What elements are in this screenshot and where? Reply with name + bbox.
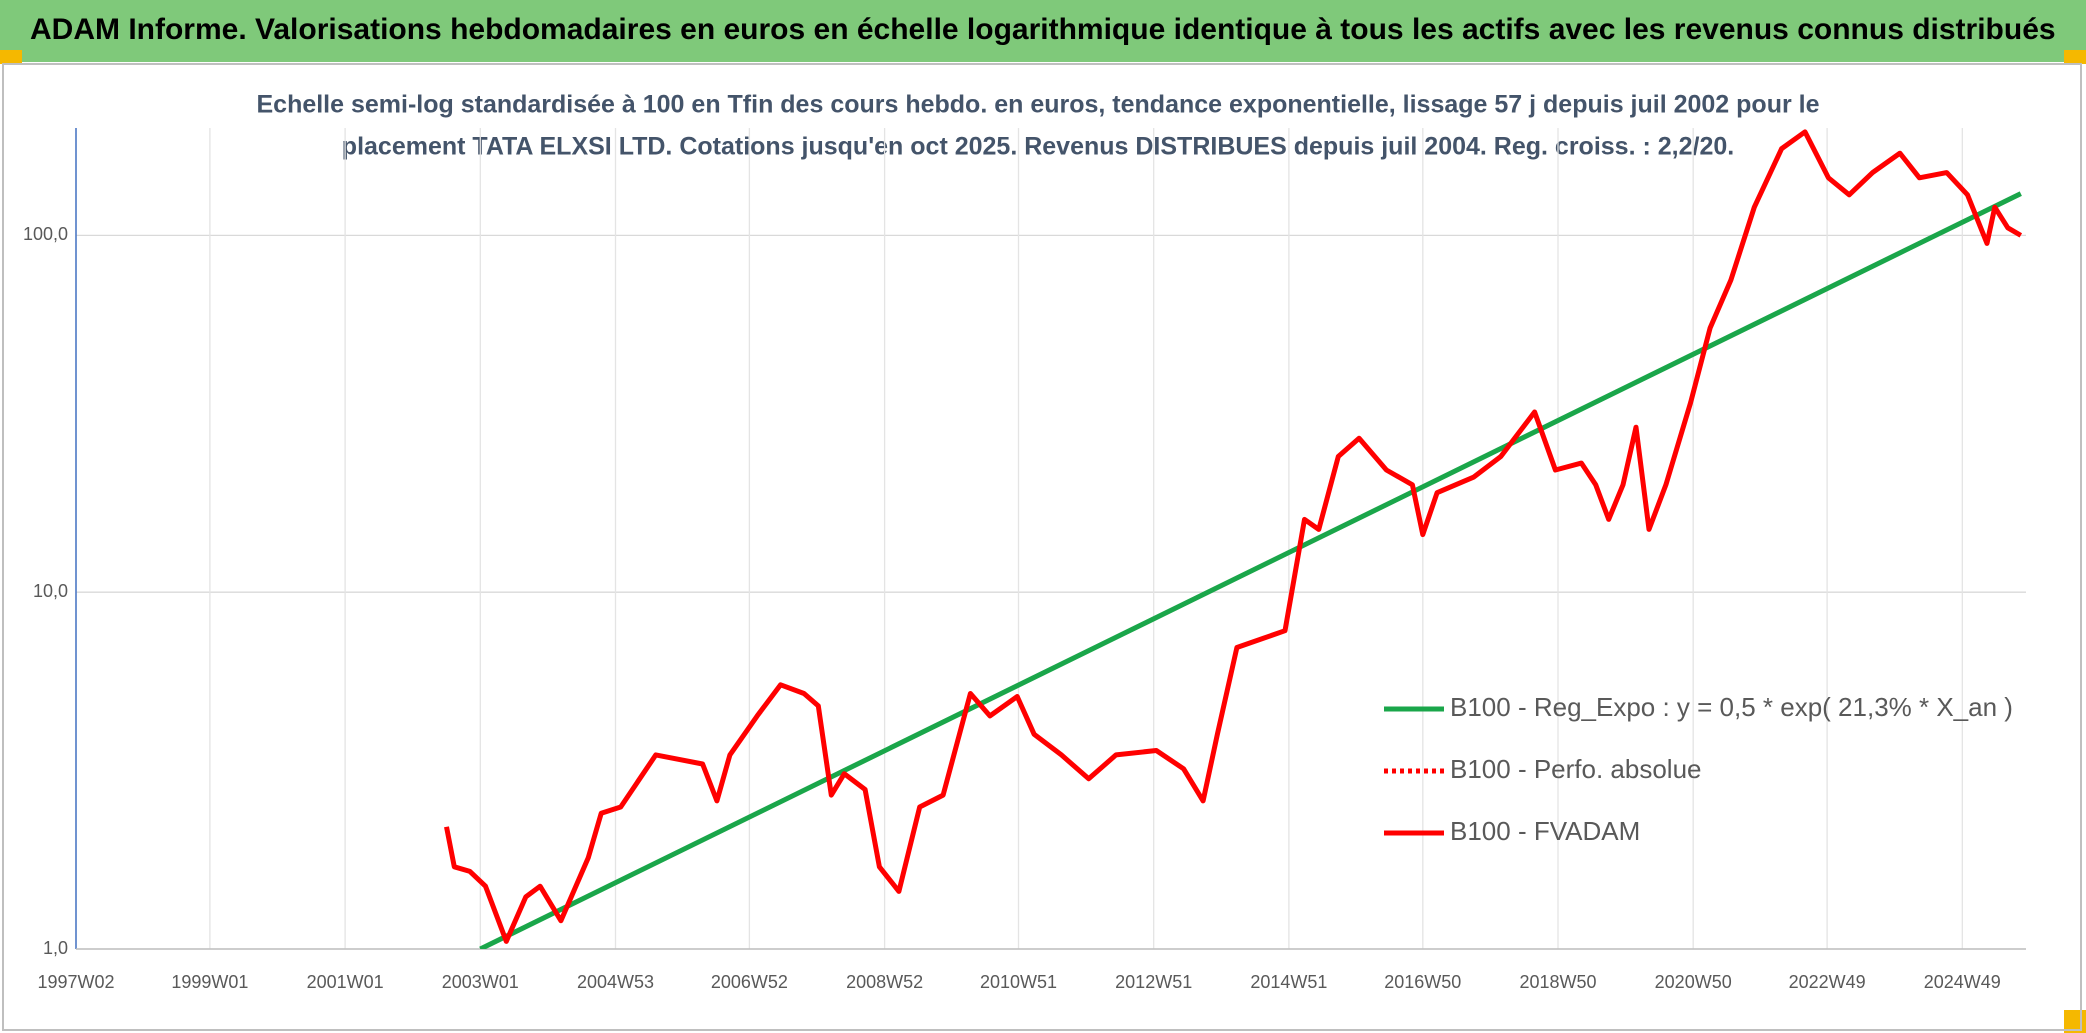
frame bbox=[2, 63, 2082, 1031]
series-line bbox=[444, 129, 2023, 944]
x-tick-label: 2008W52 bbox=[846, 972, 923, 992]
x-tick-label: 2024W49 bbox=[1924, 972, 2001, 992]
x-tick-label: 2014W51 bbox=[1250, 972, 1327, 992]
header-bar bbox=[0, 0, 2086, 62]
x-tick-label: 1997W02 bbox=[37, 972, 114, 992]
x-tick-label: 2001W01 bbox=[307, 972, 384, 992]
legend-label: B100 - FVADAM bbox=[1450, 816, 1640, 846]
x-tick-label: 2018W50 bbox=[1519, 972, 1596, 992]
legend-label: B100 - Reg_Expo : y = 0,5 * exp( 21,3% *… bbox=[1450, 692, 2013, 722]
x-tick-label: 2010W51 bbox=[980, 972, 1057, 992]
x-tick-label: 2012W51 bbox=[1115, 972, 1192, 992]
y-tick-label: 10,0 bbox=[33, 581, 68, 601]
corner bbox=[0, 50, 22, 64]
y-tick-label: 100,0 bbox=[23, 224, 68, 244]
x-tick-label: 2020W50 bbox=[1655, 972, 1732, 992]
x-tick-label: 2006W52 bbox=[711, 972, 788, 992]
x-tick-label: 2003W01 bbox=[442, 972, 519, 992]
x-tick-label: 2004W53 bbox=[577, 972, 654, 992]
x-tick-label: 2016W50 bbox=[1384, 972, 1461, 992]
legend-label: B100 - Perfo. absolue bbox=[1450, 754, 1702, 784]
x-tick-label: 1999W01 bbox=[171, 972, 248, 992]
corner bbox=[2064, 50, 2086, 64]
y-tick-label: 1,0 bbox=[43, 938, 68, 958]
chart-title: placement TATA ELXSI LTD. Cotations jusq… bbox=[342, 133, 1734, 161]
chart-title: Echelle semi-log standardisée à 100 en T… bbox=[256, 91, 1819, 119]
x-tick-label: 2022W49 bbox=[1789, 972, 1866, 992]
header-title: ADAM Informe. Valorisations hebdomadaire… bbox=[30, 13, 2056, 46]
series-line bbox=[479, 191, 2022, 949]
